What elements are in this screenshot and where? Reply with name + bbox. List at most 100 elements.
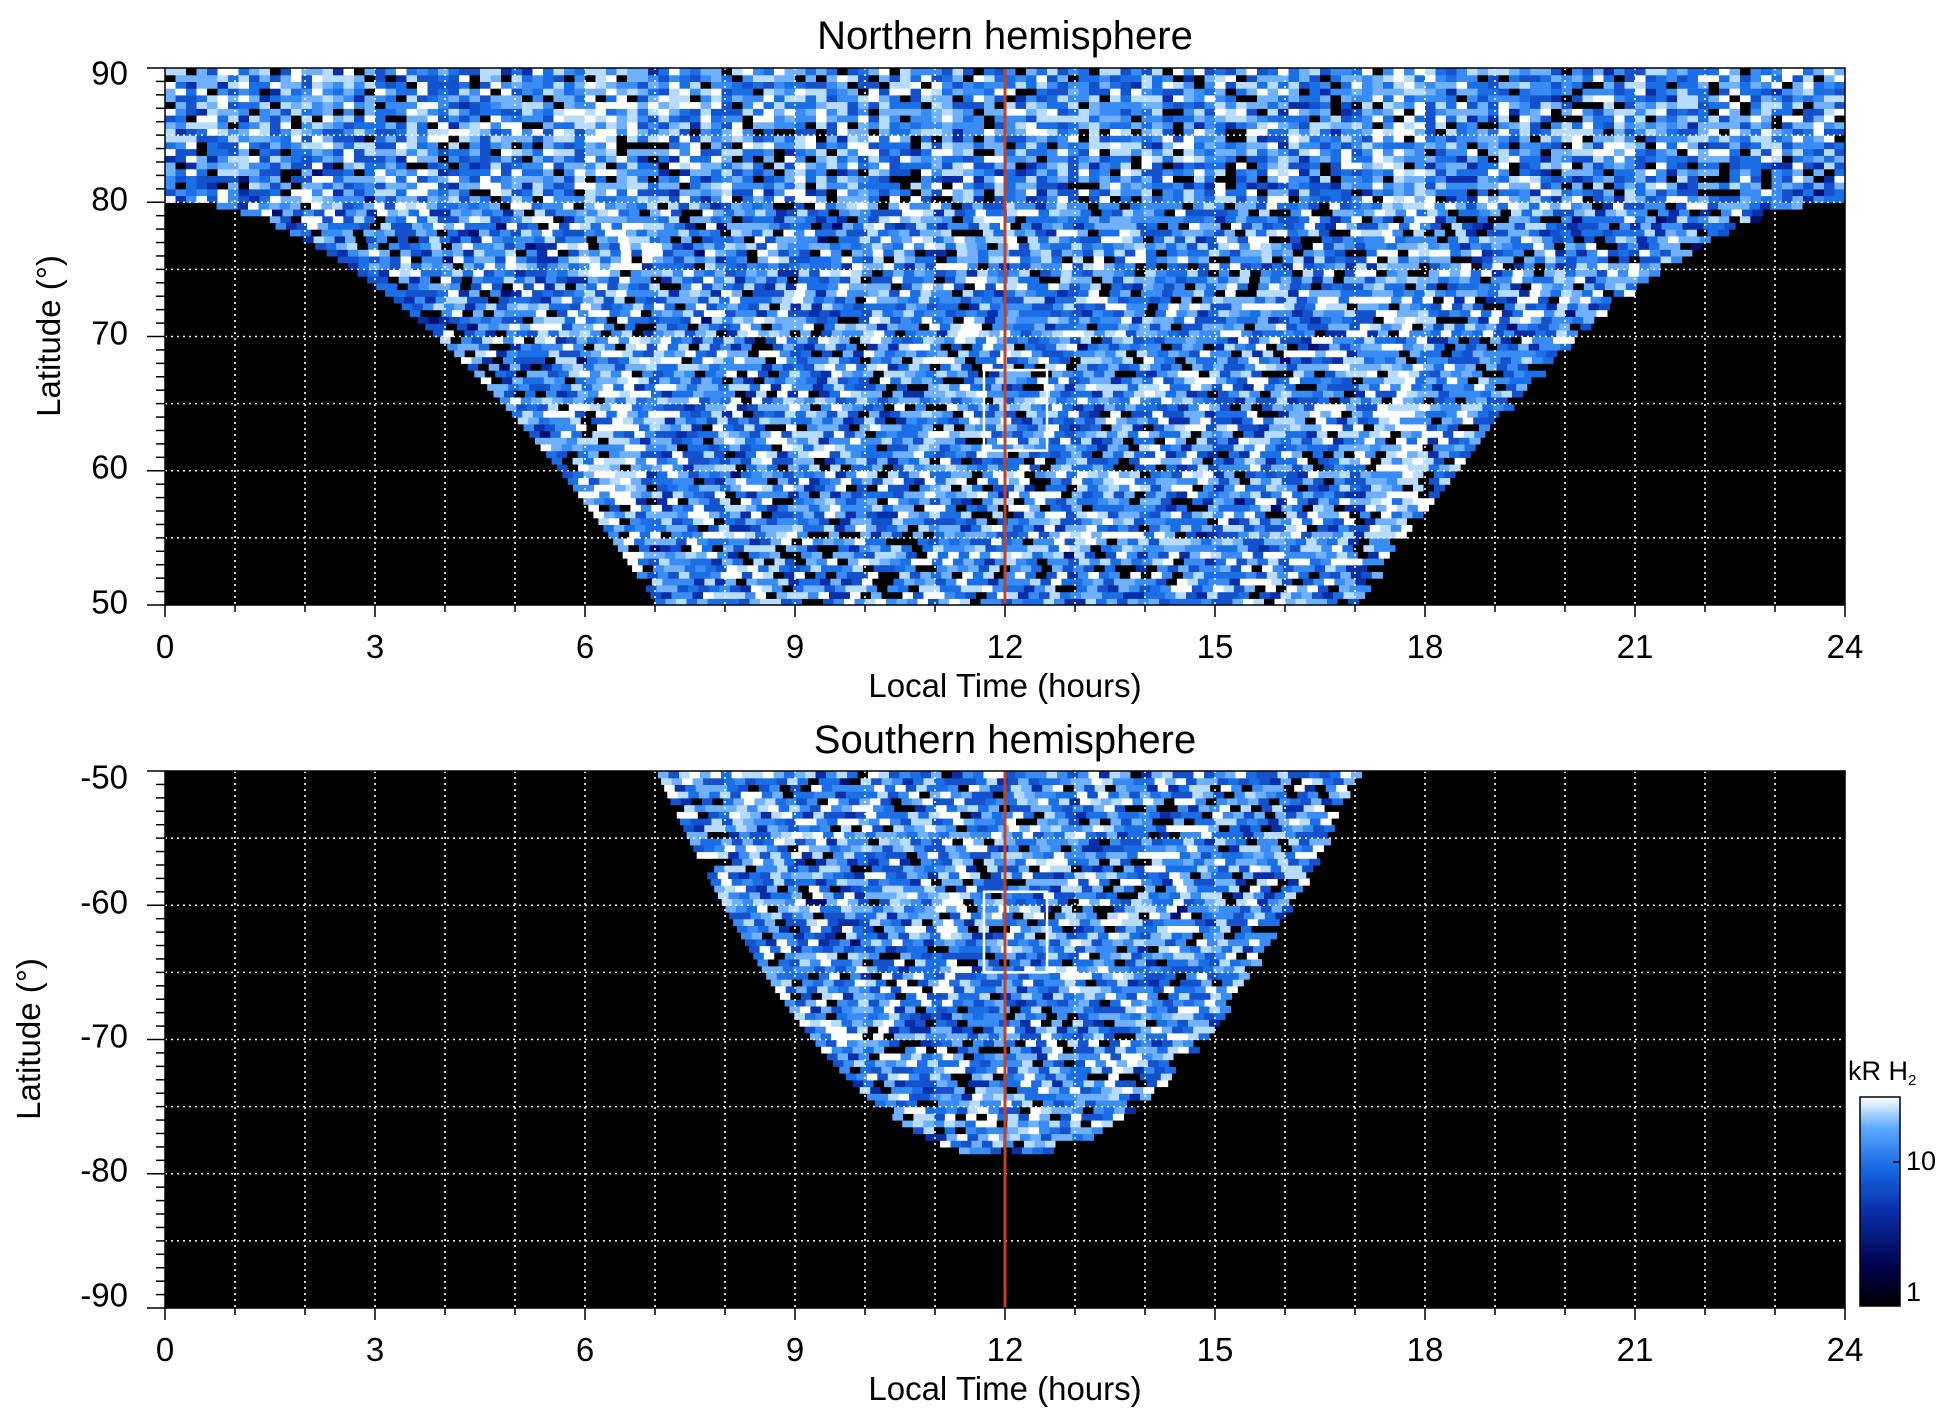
north-cell	[1240, 370, 1252, 378]
north-cell	[808, 517, 820, 525]
north-cell	[1171, 396, 1183, 405]
north-cell	[724, 309, 736, 317]
north-cell	[1302, 578, 1314, 586]
north-cell	[965, 336, 977, 344]
north-cell	[694, 403, 706, 411]
north-cell	[1240, 249, 1252, 257]
north-cell	[929, 584, 941, 593]
north-cell	[792, 524, 804, 532]
north-cell	[943, 423, 955, 432]
north-cell	[1270, 504, 1282, 512]
north-cell	[908, 470, 920, 479]
north-cell	[1201, 430, 1213, 438]
north-cell	[1044, 323, 1056, 331]
north-cell	[793, 497, 805, 505]
north-cell	[912, 356, 924, 364]
north-cell	[1150, 470, 1162, 479]
north-cell	[924, 450, 936, 458]
north-cell	[876, 584, 888, 593]
north-cell	[1404, 410, 1416, 418]
north-cell	[1422, 443, 1434, 452]
north-cell	[619, 504, 631, 512]
north-cell	[1383, 376, 1395, 385]
north-cell	[849, 356, 861, 364]
north-cell	[1575, 269, 1587, 277]
north-cell	[1488, 410, 1500, 418]
north-cell	[1087, 343, 1099, 351]
north-cell	[907, 537, 919, 546]
north-cell	[1126, 302, 1138, 311]
north-cell	[651, 269, 663, 277]
north-cell	[1551, 316, 1563, 324]
north-cell	[1244, 363, 1256, 371]
north-panel: Northern hemisphere 0 3 6 9 12 15 18 21 …	[30, 14, 1863, 704]
north-cell	[1507, 363, 1519, 371]
north-cell	[827, 282, 839, 291]
north-cell	[926, 302, 938, 311]
north-cell	[1406, 356, 1418, 364]
north-cell	[1310, 376, 1322, 385]
north-cell	[1366, 370, 1378, 378]
north-cell	[1220, 349, 1232, 358]
north-cell	[1260, 309, 1272, 317]
north-cell	[725, 249, 737, 257]
north-cell	[620, 477, 632, 485]
north-cell	[950, 470, 962, 479]
north-cell	[971, 323, 983, 331]
north-cell	[1313, 464, 1325, 472]
north-cell	[1117, 383, 1129, 391]
north-cell	[657, 571, 669, 579]
north-cell	[1325, 564, 1337, 572]
north-cell	[778, 255, 790, 264]
north-cell	[1231, 417, 1243, 425]
north-cell	[962, 289, 974, 297]
north-cell	[617, 376, 629, 385]
north-cell	[713, 276, 725, 284]
north-cell	[924, 464, 936, 472]
north-cell	[1364, 276, 1376, 284]
north-cell	[690, 376, 702, 385]
north-cell	[1040, 464, 1052, 472]
north-cell	[854, 537, 866, 546]
north-cell	[1241, 329, 1253, 338]
north-cell	[505, 249, 517, 257]
north-cell	[639, 336, 651, 344]
north-cell	[869, 544, 881, 552]
north-cell	[471, 356, 483, 364]
north-cell	[1226, 316, 1238, 324]
north-cell	[1418, 249, 1430, 257]
north-cell	[831, 255, 843, 264]
north-cell	[1169, 383, 1181, 391]
north-cell	[1270, 276, 1282, 284]
north-cell	[565, 282, 577, 291]
north-cell	[1295, 430, 1307, 438]
north-cell	[793, 363, 805, 371]
north-cell	[1199, 329, 1211, 338]
north-cell	[1108, 396, 1120, 405]
north-cell	[1084, 349, 1096, 358]
north-cell	[533, 316, 545, 324]
north-cell	[767, 269, 779, 277]
north-cell	[1050, 269, 1062, 277]
north-cell	[419, 276, 431, 284]
north-cell	[1124, 490, 1136, 499]
north-cell	[988, 255, 1000, 264]
north-cell	[725, 269, 737, 277]
north-cell	[1396, 309, 1408, 317]
north-cell	[1452, 417, 1464, 425]
north-cell	[564, 316, 576, 324]
north-cell	[1324, 262, 1336, 270]
north-cell	[1228, 450, 1240, 458]
north-cell	[968, 302, 980, 311]
north-cell	[379, 255, 391, 264]
north-cell	[622, 551, 634, 559]
north-cell	[1196, 531, 1208, 539]
north-cell	[726, 329, 738, 338]
north-cell	[1271, 269, 1283, 277]
north-cell	[671, 437, 683, 445]
north-cell	[635, 323, 647, 331]
north-cell	[891, 336, 903, 344]
north-cell	[1097, 457, 1109, 465]
north-cell	[733, 544, 745, 552]
north-cell	[1265, 323, 1277, 331]
